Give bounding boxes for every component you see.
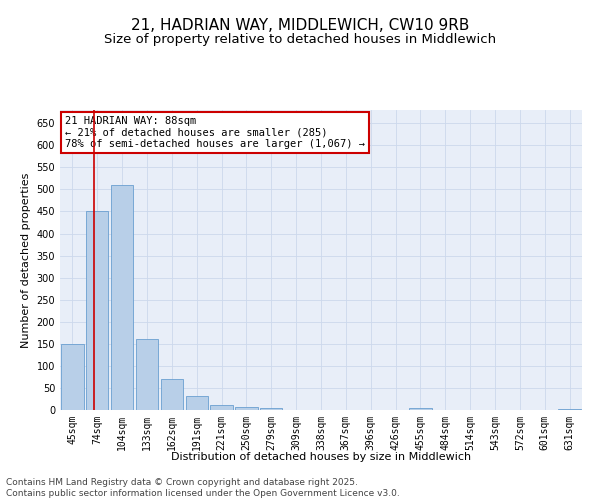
Bar	[235, 407, 257, 410]
Bar	[61, 344, 83, 410]
Y-axis label: Number of detached properties: Number of detached properties	[21, 172, 31, 348]
Bar	[211, 404, 233, 410]
Bar	[409, 408, 431, 410]
Text: 21 HADRIAN WAY: 88sqm
← 21% of detached houses are smaller (285)
78% of semi-det: 21 HADRIAN WAY: 88sqm ← 21% of detached …	[65, 116, 365, 149]
Bar	[185, 396, 208, 410]
Bar	[86, 212, 109, 410]
Text: Size of property relative to detached houses in Middlewich: Size of property relative to detached ho…	[104, 32, 496, 46]
Text: Distribution of detached houses by size in Middlewich: Distribution of detached houses by size …	[171, 452, 471, 462]
Bar	[559, 408, 581, 410]
Bar	[111, 185, 133, 410]
Text: 21, HADRIAN WAY, MIDDLEWICH, CW10 9RB: 21, HADRIAN WAY, MIDDLEWICH, CW10 9RB	[131, 18, 469, 32]
Bar	[161, 379, 183, 410]
Bar	[136, 340, 158, 410]
Text: Contains HM Land Registry data © Crown copyright and database right 2025.
Contai: Contains HM Land Registry data © Crown c…	[6, 478, 400, 498]
Bar	[260, 408, 283, 410]
